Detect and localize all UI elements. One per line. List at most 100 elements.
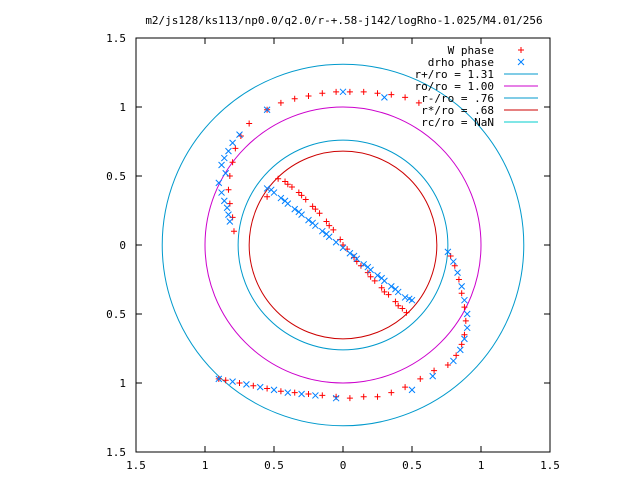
point-drho-phase <box>456 346 464 354</box>
point-drho-phase <box>229 139 236 147</box>
cross-marker-stroke <box>298 390 305 398</box>
plus-marker-stroke <box>346 395 353 402</box>
plus-marker-stroke <box>275 175 282 182</box>
plus-marker-stroke <box>374 393 381 400</box>
cross-marker-stroke <box>225 211 232 218</box>
plus-marker-stroke <box>462 317 469 324</box>
circles-layer <box>161 63 525 427</box>
x-tick-label: 1.5 <box>126 459 146 472</box>
plus-marker-stroke <box>374 90 381 97</box>
plus-marker-stroke <box>250 382 257 389</box>
cross-marker-stroke <box>215 179 223 187</box>
plus-marker-stroke <box>295 189 302 196</box>
cross-marker-stroke <box>339 88 347 96</box>
point-w-phase <box>225 186 232 193</box>
legend-label: drho phase <box>428 56 494 69</box>
cross-marker-stroke <box>229 378 236 385</box>
point-w-phase <box>367 273 374 280</box>
plus-marker-stroke <box>229 159 236 166</box>
point-drho-phase <box>381 93 388 101</box>
point-w-phase <box>374 393 381 400</box>
x-tick-label: 1 <box>478 459 485 472</box>
chart-title: m2/js128/ks113/np0.0/q2.0/r-+.58-j142/lo… <box>145 14 542 27</box>
point-w-phase <box>246 120 253 127</box>
x-tick-label: 0.5 <box>264 459 284 472</box>
plus-marker-stroke <box>431 367 438 374</box>
legend-marker-sample <box>518 47 524 53</box>
point-drho-phase <box>218 189 225 196</box>
cross-marker-stroke <box>220 197 228 205</box>
cross-marker-stroke <box>263 106 271 114</box>
cross-marker-stroke <box>284 389 292 397</box>
point-w-phase <box>277 388 284 395</box>
point-drho-phase <box>346 249 354 257</box>
plus-marker-stroke <box>451 262 458 269</box>
cross-marker-stroke <box>461 335 468 343</box>
point-drho-phase <box>215 375 223 383</box>
legend-label: r-/ro = .76 <box>421 92 494 105</box>
cross-marker-stroke <box>226 218 234 225</box>
point-w-phase <box>399 305 406 312</box>
legend-label: rc/ro = NaN <box>421 116 494 129</box>
plus-marker-stroke <box>333 88 340 95</box>
plus-marker-stroke <box>246 120 253 127</box>
point-drho-phase <box>291 205 299 213</box>
point-w-phase <box>275 175 282 182</box>
point-w-phase <box>319 392 326 399</box>
point-w-phase <box>385 291 392 298</box>
cross-marker-stroke <box>450 258 457 265</box>
point-drho-phase <box>295 208 303 216</box>
plus-marker-stroke <box>288 184 295 191</box>
point-drho-phase <box>223 204 231 212</box>
point-w-phase <box>323 218 330 225</box>
point-w-phase <box>236 380 243 386</box>
point-w-phase <box>402 94 409 101</box>
point-w-phase <box>226 200 233 207</box>
plus-marker-stroke <box>455 276 462 283</box>
point-drho-phase <box>263 106 271 114</box>
point-w-phase <box>302 196 309 203</box>
point-w-phase <box>346 395 353 402</box>
point-w-phase <box>264 193 271 200</box>
point-drho-phase <box>401 294 409 301</box>
cross-marker-stroke <box>332 238 340 246</box>
plus-marker-stroke <box>447 253 454 260</box>
cross-marker-stroke <box>517 58 525 66</box>
plus-marker-stroke <box>360 88 367 95</box>
point-drho-phase <box>332 394 340 402</box>
point-w-phase <box>451 262 458 269</box>
cross-marker-stroke <box>374 272 381 279</box>
point-w-phase <box>415 99 422 106</box>
circle-r-ro <box>248 150 438 340</box>
plus-marker-stroke <box>371 277 378 284</box>
plus-marker-stroke <box>458 341 465 348</box>
plus-marker-stroke <box>415 99 422 106</box>
point-w-phase <box>340 242 346 248</box>
cross-marker-stroke <box>364 263 372 271</box>
point-drho-phase <box>339 88 347 96</box>
point-w-phase <box>378 284 385 291</box>
point-w-phase <box>360 393 367 400</box>
cross-marker-stroke <box>218 189 225 196</box>
point-w-phase <box>330 226 337 233</box>
axis-ticks: 1.5 1 0.5 0 0.5 1 1.51.510.500.511.5 <box>106 32 560 472</box>
point-drho-phase <box>298 390 305 398</box>
plus-marker-stroke <box>305 391 312 398</box>
point-drho-phase <box>350 252 358 260</box>
point-drho-phase <box>405 295 413 303</box>
point-drho-phase <box>220 154 228 162</box>
point-drho-phase <box>236 131 243 138</box>
point-w-phase <box>462 317 469 324</box>
point-w-phase <box>395 302 402 309</box>
point-drho-phase <box>332 238 340 246</box>
x-tick-label: 0 <box>340 459 347 472</box>
plus-marker-stroke <box>236 380 243 386</box>
cross-marker-stroke <box>463 310 471 318</box>
point-drho-phase <box>463 310 471 318</box>
plus-marker-stroke <box>378 284 385 291</box>
point-drho-phase <box>284 389 292 397</box>
point-drho-phase <box>309 219 316 227</box>
plus-marker-stroke <box>309 203 316 210</box>
plus-marker-stroke <box>403 309 410 316</box>
